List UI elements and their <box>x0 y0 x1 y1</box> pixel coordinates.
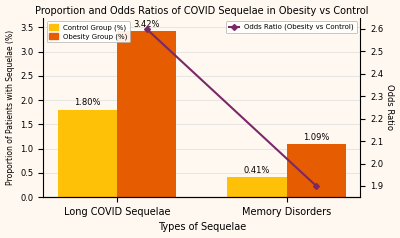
Y-axis label: Proportion of Patients with Sequelae (%): Proportion of Patients with Sequelae (%) <box>6 30 14 185</box>
Bar <box>227 177 286 197</box>
Title: Proportion and Odds Ratios of COVID Sequelae in Obesity vs Control: Proportion and Odds Ratios of COVID Sequ… <box>35 5 368 15</box>
Legend: Odds Ratio (Obesity vs Control): Odds Ratio (Obesity vs Control) <box>226 21 357 33</box>
Bar <box>117 31 176 197</box>
Text: 0.41%: 0.41% <box>244 166 270 175</box>
Legend: Control Group (%), Obesity Group (%): Control Group (%), Obesity Group (%) <box>46 21 130 42</box>
Text: 3.42%: 3.42% <box>133 20 160 29</box>
Text: 1.09%: 1.09% <box>303 133 330 142</box>
Text: 1.80%: 1.80% <box>74 99 100 107</box>
Bar <box>286 144 346 197</box>
Y-axis label: Odds Ratio: Odds Ratio <box>386 84 394 130</box>
X-axis label: Types of Sequelae: Types of Sequelae <box>158 223 246 233</box>
Bar <box>58 110 117 197</box>
